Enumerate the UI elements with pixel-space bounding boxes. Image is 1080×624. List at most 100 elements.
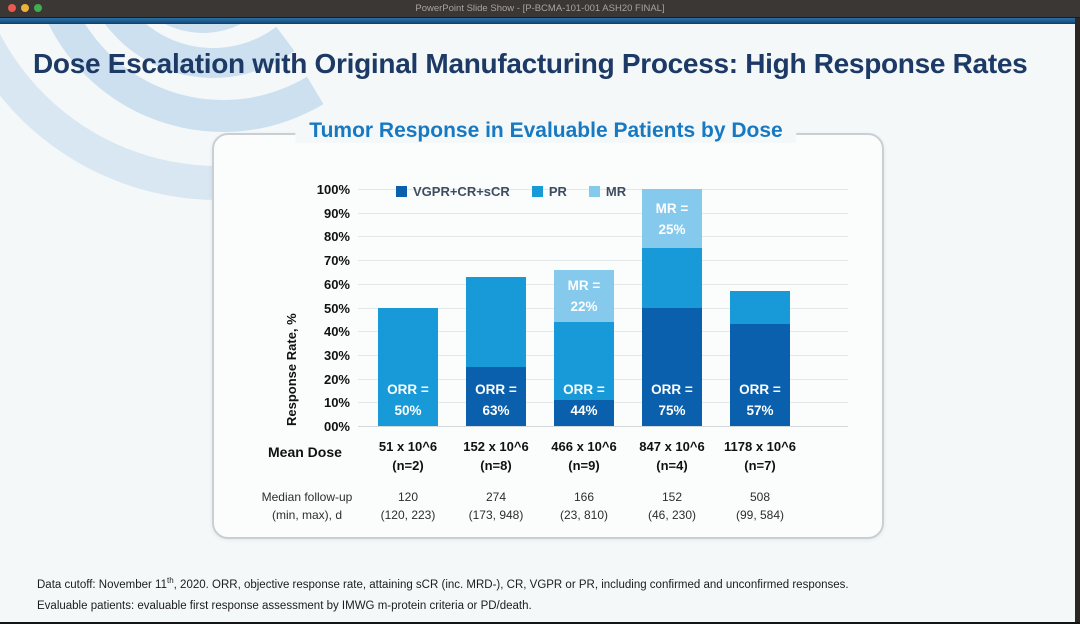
window-titlebar[interactable]: PowerPoint Slide Show - [P-BCMA-101-001 … [0,0,1080,18]
y-axis-tick-label: 100% [316,182,350,197]
bar-segment-pr [466,276,526,367]
mean-dose-value: 1178 x 10^6 (n=7) [700,437,820,475]
legend-swatch-icon [588,186,600,197]
median-followup-value: 274 (173, 948) [436,488,556,524]
mean-dose-value: 51 x 10^6 (n=2) [348,437,468,475]
dose-amount: 466 x 10^6 [551,439,617,454]
median-followup-label-line2: (min, max), d [271,508,342,522]
y-axis-tick-label: 90% [323,205,350,221]
y-axis-tick-label: 10% [323,395,350,411]
y-axis-tick-label: 60% [323,276,350,292]
median-followup-value: 508 (99, 584) [700,488,820,524]
mr-label-line2: 22% [570,298,598,314]
y-axis-tick-label: 00% [323,419,350,434]
gridline [358,212,848,214]
gridline [358,236,848,238]
minimize-button[interactable] [21,4,29,12]
median-days: 120 [397,490,419,504]
mr-label-line1: MR = [655,200,689,216]
footnote-line2: Evaluable patients: evaluable first resp… [37,599,532,612]
mr-label-line1: MR = [567,277,601,293]
bar-segment-vgpr-cr-scr [466,366,526,426]
legend-label: MR [605,184,627,199]
bar-segment-mr [642,189,702,249]
bar-3: MR = 22% ORR = 44% [554,189,614,426]
footnote: Data cutoff: November 11th, 2020. ORR, o… [37,570,849,617]
min-max-range: (173, 948) [468,508,524,522]
orr-label-line2: 44% [570,403,598,418]
median-days: 152 [661,490,683,504]
bar-5: ORR = 57% [730,189,790,426]
y-axis-tick-label: 40% [323,324,350,340]
dose-n: (n=4) [656,458,688,473]
min-max-range: (23, 810) [559,508,609,522]
dose-amount: 1178 x 10^6 [724,439,796,454]
bar-segment-mr [554,269,614,322]
dose-amount: 152 x 10^6 [463,439,529,454]
mr-value-label: MR = 22% [554,270,614,322]
orr-label-line2: 75% [658,403,686,418]
y-axis-tick-label: 70% [323,253,350,269]
dose-n: (n=2) [392,458,424,473]
orr-label-line2: 57% [746,403,774,418]
orr-value-label: ORR = 44% [554,379,614,421]
orr-label-line1: ORR = [563,382,605,397]
window-right-edge [1075,18,1080,624]
window-bottom-edge [0,622,1080,624]
close-button[interactable] [8,4,16,12]
footnote-line1: Data cutoff: November 11th, 2020. ORR, o… [37,570,849,596]
legend-item: PR [531,184,567,199]
orr-label-line1: ORR = [387,382,429,397]
mean-dose-value: 847 x 10^6 (n=4) [612,437,732,475]
gridline [358,426,848,427]
orr-value-label: ORR = 57% [730,379,790,421]
orr-label-line1: ORR = [739,382,781,397]
y-axis-tick-label: 20% [323,371,350,387]
orr-label-line2: 50% [394,403,422,418]
chart-title: Tumor Response in Evaluable Patients by … [295,119,797,143]
orr-value-label: ORR = 75% [642,379,702,421]
gridline [358,189,848,190]
bar-1: ORR = 50% [378,189,438,426]
bar-segment-pr [378,307,438,426]
accent-strip [0,18,1080,24]
bar-segment-vgpr-cr-scr [554,399,614,426]
legend-label: PR [548,184,567,199]
orr-value-label: ORR = 63% [466,379,526,421]
chart-legend: VGPR+CR+sCR PR MR [396,184,626,199]
bar-segment-pr [730,290,790,325]
bar-2: ORR = 63% [466,189,526,426]
median-followup-label-line1: Median follow-up [261,490,353,504]
bar-segment-vgpr-cr-scr [642,307,702,426]
mr-label-line2: 25% [658,221,686,237]
median-followup-value: 120 (120, 223) [348,488,468,524]
gridline [358,260,848,262]
min-max-range: (99, 584) [735,508,785,522]
footnote-line1-pre: Data cutoff: November 11 [37,578,167,591]
legend-item: MR [588,184,627,199]
median-days: 274 [485,490,507,504]
mr-value-label: MR = 25% [642,189,702,248]
orr-label-line1: ORR = [475,382,517,397]
bar-segment-pr [642,248,702,308]
legend-swatch-icon [531,186,543,197]
median-followup-row-label: Median follow-up (min, max), d [252,488,362,524]
window-title: PowerPoint Slide Show - [P-BCMA-101-001 … [415,3,665,14]
min-max-range: (46, 230) [647,508,697,522]
bar-segment-pr [554,321,614,400]
fullscreen-button[interactable] [34,4,42,12]
median-followup-value: 152 (46, 230) [612,488,732,524]
mean-dose-value: 466 x 10^6 (n=9) [524,437,644,475]
y-axis-tick-label: 80% [323,229,350,245]
orr-label-line2: 63% [482,403,510,418]
dose-amount: 51 x 10^6 [378,439,438,454]
footnote-ordinal: th [166,576,174,585]
legend-swatch-icon [396,186,407,197]
dose-n: (n=7) [744,458,776,473]
footnote-line1-post: , 2020. ORR, objective response rate, at… [173,578,849,591]
orr-label-line1: ORR = [651,382,693,397]
median-followup-value: 166 (23, 810) [524,488,644,524]
slide-title: Dose Escalation with Original Manufactur… [33,48,1028,79]
min-max-range: (120, 223) [380,508,436,522]
